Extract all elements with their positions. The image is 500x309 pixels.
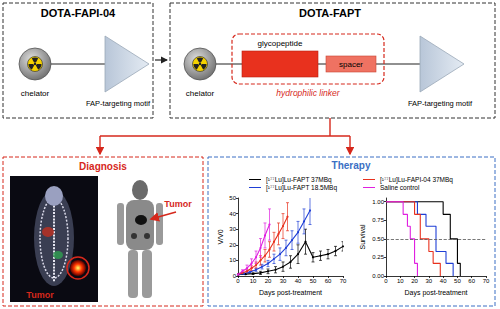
svg-text:hydrophilic linker: hydrophilic linker — [276, 88, 340, 98]
svg-text:chelator: chelator — [21, 89, 50, 98]
svg-text:0: 0 — [236, 278, 240, 284]
svg-text:0.50: 0.50 — [372, 236, 384, 242]
svg-text:[¹⁷⁷Lu]Lu-FAPT 37MBq: [¹⁷⁷Lu]Lu-FAPT 37MBq — [266, 176, 332, 184]
svg-text:20: 20 — [265, 278, 272, 284]
svg-text:60: 60 — [468, 278, 475, 284]
svg-text:50: 50 — [310, 278, 317, 284]
svg-text:40: 40 — [295, 278, 302, 284]
svg-text:0.75: 0.75 — [372, 217, 384, 223]
svg-text:glycopeptide: glycopeptide — [258, 39, 303, 48]
svg-text:Days post-treatment: Days post-treatment — [259, 289, 322, 297]
svg-text:Survival: Survival — [359, 224, 366, 249]
svg-text:0: 0 — [232, 273, 236, 279]
svg-text:chelator: chelator — [186, 89, 215, 98]
svg-text:60: 60 — [325, 278, 332, 284]
svg-text:10: 10 — [397, 278, 404, 284]
svg-text:0.00: 0.00 — [372, 273, 384, 279]
svg-text:DOTA-FAPI-04: DOTA-FAPI-04 — [41, 7, 116, 19]
svg-text:DOTA-FAPT: DOTA-FAPT — [299, 7, 361, 19]
svg-text:40: 40 — [440, 278, 447, 284]
svg-text:[¹⁷⁷Lu]Lu-FAPT 18.5MBq: [¹⁷⁷Lu]Lu-FAPT 18.5MBq — [266, 184, 337, 192]
svg-text:Tumor: Tumor — [26, 290, 54, 300]
svg-text:Tumor: Tumor — [164, 199, 192, 209]
svg-text:1.00: 1.00 — [372, 199, 384, 205]
svg-text:spacer: spacer — [339, 60, 363, 69]
svg-text:FAP-targeting motif: FAP-targeting motif — [408, 99, 473, 108]
svg-text:10: 10 — [250, 278, 257, 284]
svg-text:50: 50 — [229, 195, 236, 201]
svg-text:70: 70 — [483, 278, 490, 284]
svg-text:40: 40 — [229, 211, 236, 217]
svg-text:20: 20 — [411, 278, 418, 284]
svg-text:Saline control: Saline control — [380, 184, 420, 191]
svg-text:10: 10 — [229, 257, 236, 263]
svg-text:70: 70 — [340, 278, 347, 284]
svg-text:30: 30 — [280, 278, 287, 284]
svg-text:Days post-treatment: Days post-treatment — [404, 289, 467, 297]
svg-text:20: 20 — [229, 242, 236, 248]
svg-text:V/V0: V/V0 — [217, 229, 224, 244]
svg-text:[¹⁷⁷Lu]Lu-FAPI-04 37MBq: [¹⁷⁷Lu]Lu-FAPI-04 37MBq — [380, 176, 453, 184]
svg-text:Diagnosis: Diagnosis — [79, 161, 127, 172]
svg-text:0.25: 0.25 — [372, 254, 384, 260]
svg-text:30: 30 — [229, 226, 236, 232]
svg-text:Therapy: Therapy — [332, 160, 371, 171]
svg-text:FAP-targeting motif: FAP-targeting motif — [86, 99, 151, 108]
svg-text:30: 30 — [426, 278, 433, 284]
svg-text:0: 0 — [384, 278, 388, 284]
svg-text:50: 50 — [454, 278, 461, 284]
